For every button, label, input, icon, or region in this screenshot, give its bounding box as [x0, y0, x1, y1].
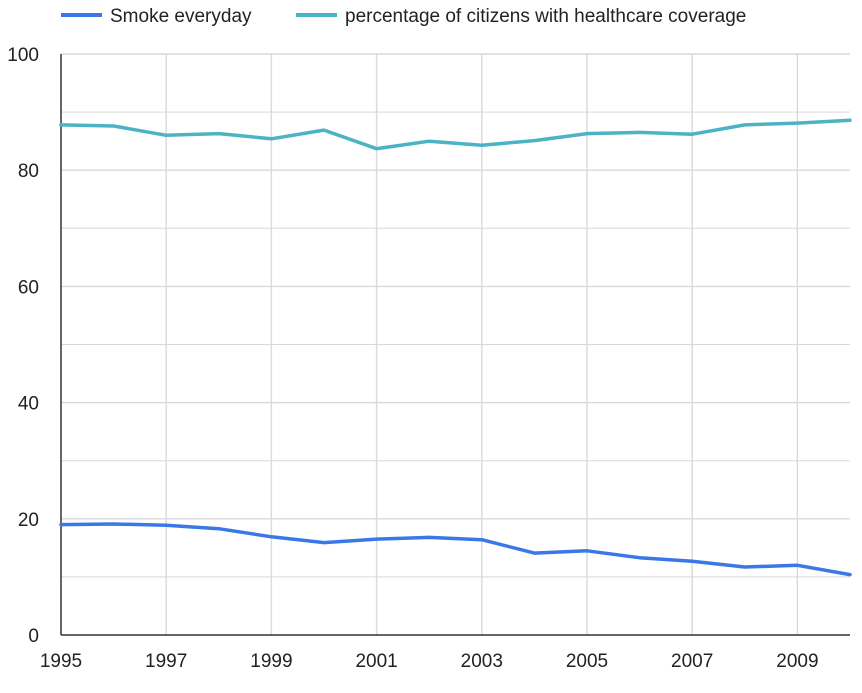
- legend-label-smoke: Smoke everyday: [110, 6, 252, 27]
- y-tick-label: 100: [7, 45, 39, 66]
- x-tick-label: 2007: [671, 651, 713, 672]
- y-tick-label: 40: [18, 394, 39, 415]
- grid: [61, 53, 850, 635]
- y-tick-label: 0: [28, 626, 39, 647]
- y-tick-label: 20: [18, 510, 39, 531]
- legend: Smoke everyday percentage of citizens wi…: [61, 6, 746, 27]
- series-line-healthcare-coverage: [59, 118, 852, 151]
- legend-label-healthcare: percentage of citizens with healthcare c…: [345, 6, 746, 27]
- axes: [60, 54, 850, 636]
- legend-item-smoke: Smoke everyday: [61, 6, 252, 27]
- tick-labels: 0 20 40 60 80 100 1995 1997 1999 2001 2003 2005 2007…: [7, 45, 818, 672]
- x-tick-label: 1997: [145, 651, 187, 672]
- series-line-smoke-everyday: [59, 522, 852, 577]
- x-tick-label: 2009: [776, 651, 818, 672]
- x-tick-label: 1999: [250, 651, 292, 672]
- legend-item-healthcare: percentage of citizens with healthcare c…: [296, 6, 746, 27]
- y-tick-label: 80: [18, 161, 39, 182]
- series: [59, 118, 852, 577]
- x-tick-label: 2003: [461, 651, 503, 672]
- y-tick-label: 60: [18, 277, 39, 298]
- x-tick-label: 1995: [40, 651, 82, 672]
- x-tick-label: 2005: [566, 651, 608, 672]
- x-tick-label: 2001: [355, 651, 397, 672]
